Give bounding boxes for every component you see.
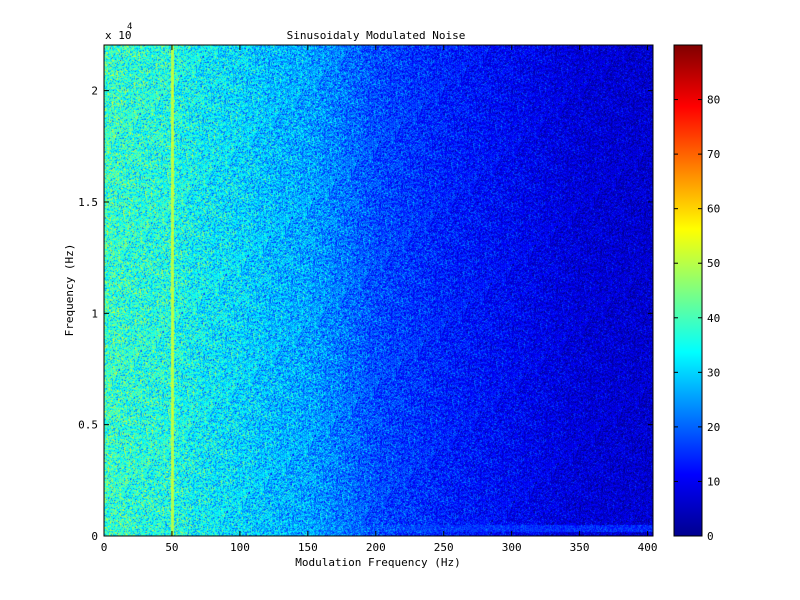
y-tick-label: 0 — [91, 530, 98, 543]
y-exponent-power: 4 — [127, 22, 132, 32]
colorbar-tick-label: 60 — [707, 203, 720, 216]
plot-frame — [103, 44, 654, 537]
x-axis-label: Modulation Frequency (Hz) — [295, 556, 461, 569]
colorbar-ticks: 0 10 20 30 40 50 60 70 80 — [674, 94, 720, 543]
colorbar-tick-label: 40 — [707, 312, 720, 325]
colorbar-tick-label: 70 — [707, 148, 720, 161]
x-tick-label: 250 — [434, 541, 454, 554]
colorbar-tick-label: 80 — [707, 94, 720, 107]
colorbar-gradient — [673, 44, 703, 537]
y-tick-label: 1 — [91, 307, 98, 320]
y-axis: 0 0.5 1 1.5 2 — [78, 85, 653, 543]
x-axis: 0 50 100 150 200 250 300 350 400 — [101, 45, 658, 554]
colorbar-tick-label: 10 — [707, 475, 720, 488]
heatmap-image — [104, 45, 653, 536]
y-tick-label: 2 — [91, 85, 98, 98]
x-tick-label: 300 — [502, 541, 522, 554]
x-tick-label: 100 — [230, 541, 250, 554]
x-tick-label: 350 — [570, 541, 590, 554]
colorbar-tick-label: 50 — [707, 257, 720, 270]
x-tick-label: 150 — [298, 541, 318, 554]
y-axis-label: Frequency (Hz) — [63, 244, 76, 337]
colorbar-tick-label: 0 — [707, 530, 714, 543]
x-tick-label: 50 — [165, 541, 178, 554]
colorbar-tick-label: 20 — [707, 421, 720, 434]
y-tick-label: 1.5 — [78, 196, 98, 209]
x-tick-label: 400 — [638, 541, 658, 554]
colorbar: 0 10 20 30 40 50 60 70 80 — [673, 44, 720, 543]
x-tick-label: 0 — [101, 541, 108, 554]
x-tick-label: 200 — [366, 541, 386, 554]
plot-area — [103, 44, 654, 537]
y-exponent-base: x 10 — [105, 29, 132, 42]
y-tick-label: 0.5 — [78, 419, 98, 432]
colorbar-tick-label: 30 — [707, 366, 720, 379]
chart-title: Sinusoidaly Modulated Noise — [287, 29, 466, 42]
